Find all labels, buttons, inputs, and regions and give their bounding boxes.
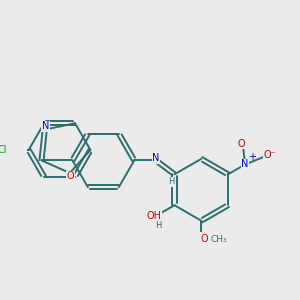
Text: OH: OH (146, 211, 161, 221)
Text: O: O (67, 171, 74, 181)
Text: H: H (168, 177, 174, 186)
Text: N: N (242, 159, 249, 170)
Text: +: + (248, 152, 256, 162)
Text: Cl: Cl (0, 145, 8, 155)
Text: O: O (201, 234, 208, 244)
Text: O: O (238, 139, 245, 149)
Text: H: H (155, 220, 161, 230)
Text: O⁻: O⁻ (263, 149, 276, 160)
Text: CH₃: CH₃ (210, 235, 227, 244)
Text: N: N (42, 122, 49, 131)
Text: N: N (152, 153, 160, 163)
